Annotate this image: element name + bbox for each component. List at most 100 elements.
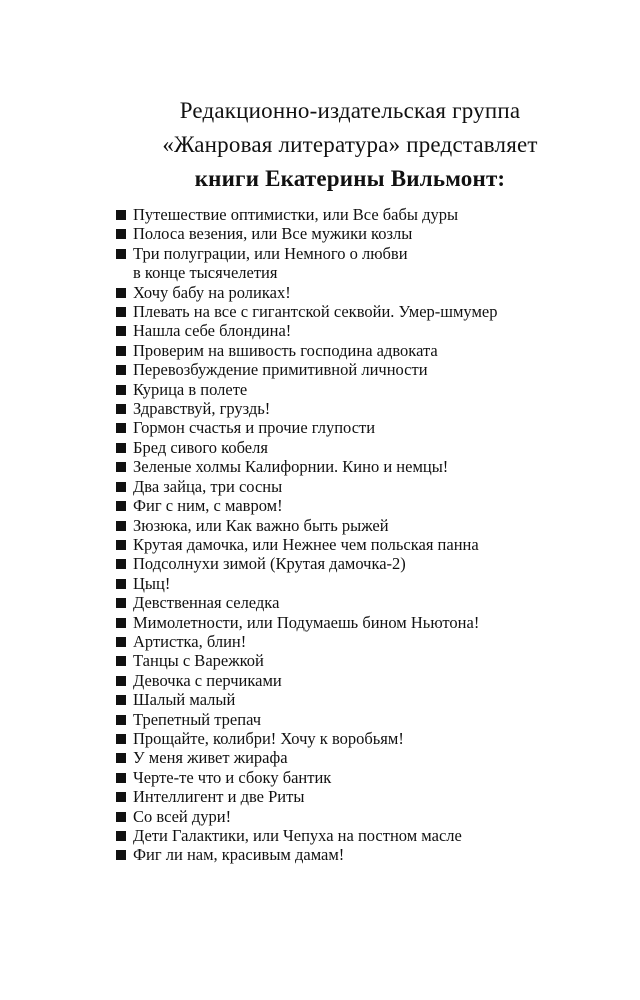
book-title: Шалый малый (133, 690, 236, 710)
book-title: Курица в полете (133, 379, 248, 399)
imprint-line: «Жанровая литература» представляет (162, 132, 538, 157)
square-bullet-icon (116, 442, 126, 453)
book-list-item: Хочу бабу на роликах! (116, 283, 497, 302)
square-bullet-icon (116, 695, 126, 706)
square-bullet-icon (116, 326, 126, 337)
square-bullet-icon (116, 345, 126, 356)
book-title: Плевать на все с гигантской секвойи. Уме… (133, 302, 498, 322)
book-title: Цыц! (133, 573, 171, 593)
book-list-item: Зюзюка, или Как важно быть рыжей (116, 516, 497, 535)
book-title: Танцы с Варежкой (133, 651, 264, 671)
book-title: Черте-те что и сбоку бантик (133, 767, 332, 787)
square-bullet-icon (116, 539, 126, 550)
square-bullet-icon (116, 792, 126, 803)
book-list-item: Полоса везения, или Все мужики козлы (116, 224, 497, 243)
square-bullet-icon (116, 287, 126, 298)
book-list-item: Здравствуй, груздь! (116, 399, 497, 418)
book-title: Два зайца, три сосны (133, 476, 283, 496)
book-title: Девственная селедка (133, 593, 280, 613)
book-title: Три полуграции, или Немного о любви (133, 243, 408, 263)
book-title: У меня живет жирафа (133, 748, 288, 768)
square-bullet-icon (116, 404, 126, 415)
square-bullet-icon (116, 462, 126, 473)
book-list-item: Артистка, блин! (116, 632, 497, 651)
book-list-item: Курица в полете (116, 380, 497, 399)
book-title: Путешествие оптимистки, или Все бабы дур… (133, 205, 459, 224)
book-list-item: Интеллигент и две Риты (116, 787, 497, 806)
book-title: Со всей дури! (133, 806, 232, 826)
book-title: Гормон счастья и прочие глупости (133, 418, 376, 438)
book-list-item: Со всей дури! (116, 807, 497, 826)
book-title: Артистка, блин! (133, 631, 247, 651)
publisher-line: Редакционно-издательская группа (179, 98, 521, 123)
book-title: Интеллигент и две Риты (133, 787, 305, 807)
book-list-item: Крутая дамочка, или Нежнее чем польская … (116, 535, 497, 554)
book-title: Подсолнухи зимой (Крутая дамочка-2) (133, 554, 406, 574)
book-title: Фиг ли нам, красивым дамам! (133, 845, 345, 865)
book-list-item: Зеленые холмы Калифорнии. Кино и немцы! (116, 457, 497, 476)
square-bullet-icon (116, 578, 126, 589)
square-bullet-icon (116, 384, 126, 395)
square-bullet-icon (116, 772, 126, 783)
square-bullet-icon (116, 501, 126, 512)
book-title: Девочка с перчиками (133, 670, 282, 690)
book-list-item: Бред сивого кобеля (116, 438, 497, 457)
square-bullet-icon (116, 598, 126, 609)
book-title: Фиг с ним, с мавром! (133, 496, 283, 516)
square-bullet-icon (116, 559, 126, 570)
book-title: Нашла себе блондина! (133, 321, 292, 341)
square-bullet-icon (116, 636, 126, 647)
book-list-item: Фиг ли нам, красивым дамам! (116, 845, 497, 864)
book-list-item: Путешествие оптимистки, или Все бабы дур… (116, 205, 497, 224)
book-list-item: Цыц! (116, 574, 497, 593)
book-title: Перевозбуждение примитивной личности (133, 360, 428, 380)
book-title: Зюзюка, или Как важно быть рыжей (133, 515, 389, 535)
square-bullet-icon (116, 656, 126, 667)
square-bullet-icon (116, 229, 126, 240)
square-bullet-icon (116, 481, 126, 492)
square-bullet-icon (116, 248, 126, 259)
book-list-item: Плевать на все с гигантской секвойи. Уме… (116, 302, 497, 321)
square-bullet-icon (116, 365, 126, 376)
book-list-item: Гормон счастья и прочие глупости (116, 418, 497, 437)
book-list-item: Фиг с ним, с мавром! (116, 496, 497, 515)
book-title: Дети Галактики, или Чепуха на постном ма… (133, 826, 462, 845)
book-list-item: Дети Галактики, или Чепуха на постном ма… (116, 826, 497, 845)
square-bullet-icon (116, 423, 126, 434)
book-list-item: Прощайте, колибри! Хочу к воробьям! (116, 729, 497, 748)
square-bullet-icon (116, 307, 126, 318)
book-title: Крутая дамочка, или Нежнее чем польская … (133, 534, 479, 554)
book-list-item: Нашла себе блондина! (116, 321, 497, 340)
square-bullet-icon (116, 675, 126, 686)
book-list-item: Танцы с Варежкой (116, 651, 497, 670)
square-bullet-icon (116, 850, 126, 861)
square-bullet-icon (116, 811, 126, 822)
book-list-item: Мимолетности, или Подумаешь бином Ньютон… (116, 613, 497, 632)
book-title: Прощайте, колибри! Хочу к воробьям! (133, 728, 404, 748)
book-list-item: Два зайца, три сосны (116, 477, 497, 496)
book-list-item: Проверим на вшивость господина адвоката (116, 341, 497, 360)
square-bullet-icon (116, 831, 126, 841)
book-title: Мимолетности, или Подумаешь бином Ньютон… (133, 612, 480, 632)
square-bullet-icon (116, 617, 126, 628)
square-bullet-icon (116, 210, 126, 220)
square-bullet-icon (116, 714, 126, 725)
book-title: Трепетный трепач (133, 709, 262, 729)
book-list-item: Черте-те что и сбоку бантик (116, 768, 497, 787)
square-bullet-icon (116, 753, 126, 764)
book-title: Здравствуй, груздь! (133, 399, 271, 419)
book-list-item: Перевозбуждение примитивной личности (116, 360, 497, 379)
book-list-item: Девственная селедка (116, 593, 497, 612)
book-title: Зеленые холмы Калифорнии. Кино и немцы! (133, 457, 449, 477)
book-list: Путешествие оптимистки, или Все бабы дур… (116, 205, 497, 865)
book-title: Проверим на вшивость господина адвоката (133, 340, 438, 360)
book-title: Бред сивого кобеля (133, 437, 268, 457)
book-list-item: Подсолнухи зимой (Крутая дамочка-2) (116, 554, 497, 573)
book-list-item: Шалый малый (116, 690, 497, 709)
book-title: Полоса везения, или Все мужики козлы (133, 224, 413, 244)
book-list-item: Три полуграции, или Немного о любви в кон… (116, 244, 497, 283)
author-books-heading: книги Екатерины Вильмонт: (194, 166, 506, 191)
page-header: Редакционно-издательская группа «Жанрова… (0, 94, 640, 196)
book-list-item: Трепетный трепач (116, 710, 497, 729)
book-list-item: Девочка с перчиками (116, 671, 497, 690)
